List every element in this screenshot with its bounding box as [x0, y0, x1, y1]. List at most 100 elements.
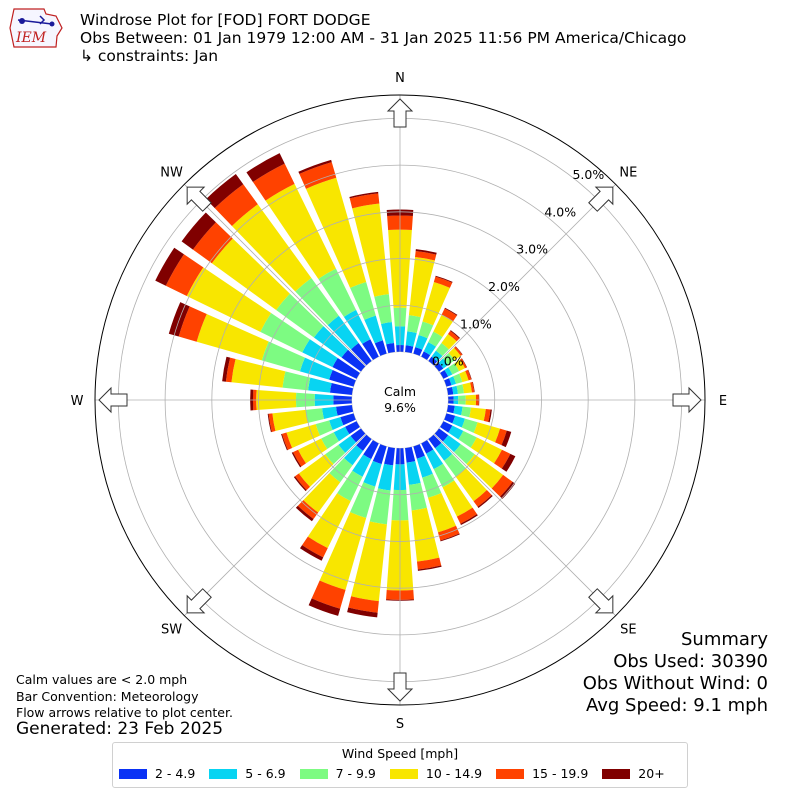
legend-swatch [209, 768, 238, 779]
radial-tick-label: 0.0% [432, 354, 464, 369]
bar-segment [405, 446, 416, 463]
summary-obs-used: Obs Used: 30390 [613, 651, 768, 672]
bar-segment [415, 250, 437, 261]
bar-segment [446, 405, 455, 414]
legend-swatch [602, 768, 631, 779]
bar-segment [308, 377, 332, 393]
bar-segment [411, 507, 440, 562]
calm-circle [352, 352, 448, 448]
legend-label: 10 - 14.9 [425, 766, 483, 781]
direction-label: S [396, 717, 404, 732]
direction-label: NE [619, 166, 637, 181]
legend-label: 2 - 4.9 [155, 766, 196, 781]
bar-segment [439, 370, 449, 379]
bar-segment [454, 444, 475, 465]
bar-segment [442, 480, 473, 517]
plot-frame [94, 94, 706, 706]
bar-segment [260, 313, 310, 353]
bar-segment [422, 473, 442, 498]
bar-segment [308, 598, 341, 616]
bar-segment [421, 439, 434, 454]
bar-segment [426, 449, 444, 470]
bar-segment [422, 281, 450, 326]
bar-segment [374, 294, 392, 324]
direction-label: SE [620, 622, 636, 637]
bar-segment [343, 445, 363, 466]
bar-segment [293, 449, 306, 467]
direction-label: E [719, 394, 727, 409]
bar-segment [311, 580, 346, 609]
iem-logo: IEM [9, 8, 63, 48]
bar-segment [450, 330, 460, 339]
bar-segment [416, 557, 442, 570]
bar-segment [384, 446, 395, 466]
bar-segment [349, 193, 380, 209]
bar-segment [352, 454, 372, 477]
flow-arrow-icon [186, 588, 212, 614]
bar-segment [352, 203, 389, 297]
bar-segment [327, 315, 359, 350]
radial-tick-label: 5.0% [572, 167, 604, 182]
radial-tick-label: 3.0% [516, 242, 548, 257]
chart-title: Windrose Plot for [FOD] FORT DODGE [80, 11, 371, 29]
bar-segment [298, 454, 334, 487]
bar-segment [347, 607, 378, 618]
bar-segment [276, 293, 324, 338]
bar-segment [381, 322, 395, 345]
bar-segment [441, 308, 457, 322]
bar-segment [440, 533, 460, 542]
bar-segment [298, 159, 332, 174]
bar-segment [325, 444, 346, 465]
windrose-bars [155, 153, 516, 618]
bar-segment [348, 596, 379, 613]
bar-segment [225, 357, 236, 383]
bar-segment [431, 350, 443, 362]
legend-items: 2 - 4.9 5 - 6.9 7 - 9.9 10 - 14.9 15 - 19.9 2… [119, 766, 679, 781]
bar-segment [442, 353, 455, 365]
legend-swatch [119, 768, 147, 779]
outer-circle [94, 94, 706, 706]
bar-segment [265, 183, 336, 279]
bar-segment [181, 212, 216, 250]
bar-segment [363, 439, 379, 460]
legend-swatch [389, 768, 418, 779]
bar-segment [455, 468, 487, 502]
bar-segment [329, 382, 354, 395]
summary-heading: Summary [681, 629, 768, 650]
bar-segment [461, 418, 478, 433]
bar-segment [321, 432, 339, 450]
bar-segment [246, 153, 285, 183]
legend-item: 5 - 6.9 [209, 766, 286, 781]
bar-segment [470, 381, 475, 393]
bar-segment [337, 470, 363, 502]
flow-arrow-icon [186, 186, 212, 212]
bar-segment [214, 184, 258, 226]
bar-segment [295, 505, 314, 522]
bar-segment [473, 489, 492, 507]
bar-segment [434, 362, 444, 372]
radial-tick-label: 2.0% [488, 279, 520, 294]
bar-segment [447, 330, 460, 342]
bar-segment [405, 331, 417, 347]
bar-segment [374, 340, 387, 357]
calm-note: Calm values are < 2.0 mph [16, 672, 188, 687]
bar-segment [351, 343, 372, 366]
bar-segment [343, 309, 371, 344]
grid-spoke [433, 433, 616, 616]
bar-segment [461, 358, 468, 368]
direction-label: N [395, 71, 405, 86]
bar-segment [470, 437, 502, 464]
summary-obs-without-wind: Obs Without Wind: 0 [582, 673, 768, 694]
bar-segment [408, 482, 427, 511]
bar-segment [369, 488, 391, 525]
bar-segment [428, 331, 443, 347]
bar-segment [351, 521, 387, 602]
bar-segment [465, 369, 472, 381]
bar-segment [448, 425, 464, 440]
calm-label: Calm [384, 384, 416, 399]
bar-segment [196, 313, 269, 361]
arrows-note: Flow arrows relative to plot center. [16, 705, 233, 720]
bar-segment [362, 339, 379, 361]
grid-spoke [433, 184, 616, 367]
